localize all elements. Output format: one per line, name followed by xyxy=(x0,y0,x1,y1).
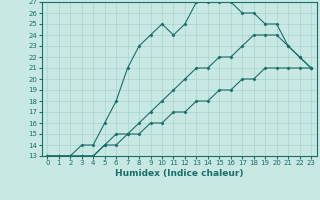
X-axis label: Humidex (Indice chaleur): Humidex (Indice chaleur) xyxy=(115,169,244,178)
